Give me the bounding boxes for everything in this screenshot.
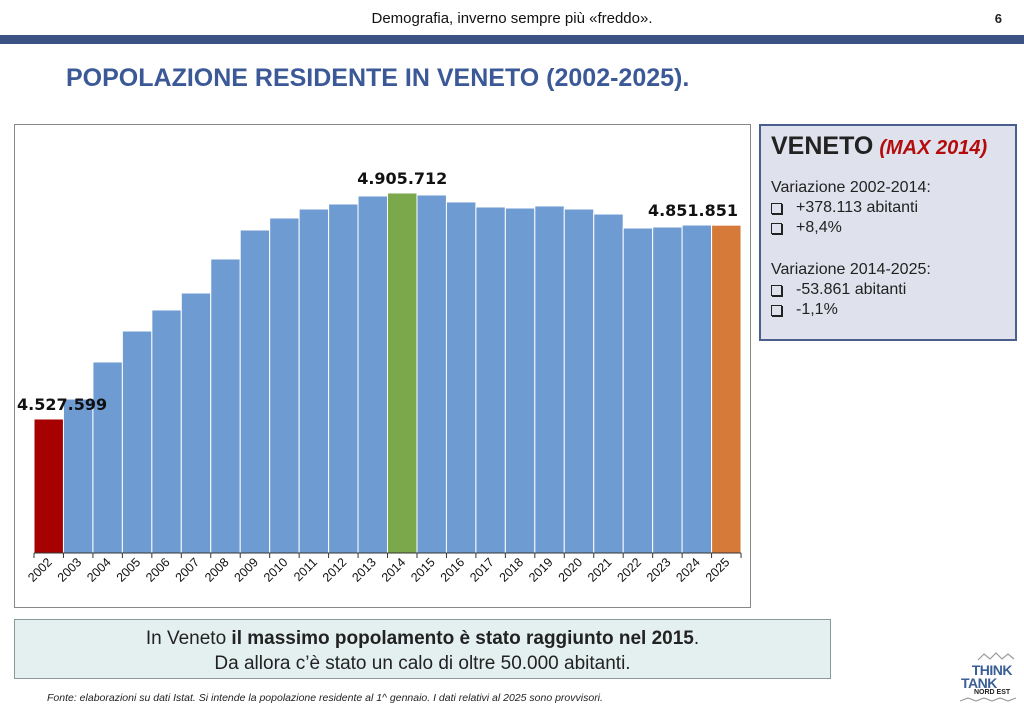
bar-2006 [151,309,182,554]
x-tick-label: 2006 [143,555,173,585]
population-bar-chart: 2002 2003 2004 2005 2006 2007 2008 2009 2010 2011… [17,169,742,585]
bar-2016 [445,201,477,554]
bar-2004 [92,361,123,554]
bar-2013 [357,195,389,554]
x-tick-label: 2010 [261,555,291,585]
period2-item: -1,1% [771,301,1005,319]
checkbox-bullet-icon [771,304,782,316]
conclusion-note: In Veneto il massimo popolamento è stato… [14,619,831,679]
bar-2007 [180,292,212,554]
think-tank-logo: THINK TANK NORD EST [956,650,1020,705]
bar-2022 [622,227,654,554]
x-tick-label: 2024 [673,555,703,585]
x-tick-label: 2011 [291,555,320,584]
bar-2015 [416,194,447,554]
x-tick-label: 2019 [526,555,556,585]
header-title: Demografia, inverno sempre più «freddo». [371,10,653,27]
data-label-2002: 4.527.599 [17,395,107,414]
x-tick-label: 2020 [556,555,586,585]
bar-2024 [681,224,713,554]
bar-2009 [239,229,271,554]
note-line1: In Veneto il massimo popolamento è stato… [145,628,700,649]
bar-2025 [711,224,742,554]
period1-item: +8,4% [771,219,1005,237]
x-tick-label: 2015 [408,555,438,585]
bar-2005 [121,330,153,554]
x-tick-label: 2022 [614,555,644,585]
bar-2023 [652,226,683,554]
x-tick-label: 2009 [232,555,262,585]
chart-frame: 2002 2003 2004 2005 2006 2007 2008 2009 2010 2011… [14,124,751,608]
bar-2020 [563,208,595,554]
max-label: (MAX 2014) [879,137,988,159]
region-name: VENETO [771,132,874,160]
x-tick-label: 2002 [25,555,55,585]
bar-2021 [593,213,624,554]
source-note: Fonte: elaborazioni su dati Istat. Si in… [47,692,603,704]
header-divider [0,35,1024,44]
x-tick-label: 2016 [438,555,468,585]
bar-2008 [210,258,241,554]
x-tick-label: 2007 [173,555,203,585]
note-line2: Da allora c’è stato un calo di oltre 50.… [214,653,631,674]
bar-2002 [33,418,64,554]
bar-2003 [62,398,94,554]
x-tick-label: 2005 [114,555,144,585]
period1-item: +378.113 abitanti [771,199,1005,217]
page-number: 6 [994,11,1002,26]
period1-label: Variazione 2002-2014: [771,179,931,196]
checkbox-bullet-icon [771,222,782,234]
bar-2012 [328,203,359,554]
x-tick-label: 2013 [349,555,379,585]
summary-box: VENETO (MAX 2014) Variazione 2002-2014: +… [759,124,1017,341]
data-label-2014: 4.905.712 [357,169,447,188]
logo-waves-icon [959,652,1017,702]
x-tick-label: 2004 [84,555,114,585]
bar-2011 [298,208,330,554]
bar-2019 [534,205,565,554]
x-tick-label: 2003 [55,555,85,585]
x-tick-label: 2025 [703,555,733,585]
slide-title: POPOLAZIONE RESIDENTE IN VENETO (2002-20… [66,64,690,92]
summary-heading: VENETO (MAX 2014) [771,132,1005,161]
bar-2017 [475,206,506,554]
x-tick-label: 2014 [379,555,409,585]
x-tick-label: 2012 [320,555,350,585]
x-tick-label: 2017 [467,555,497,585]
x-tick-label: 2008 [202,555,232,585]
x-tick-label: 2018 [497,555,527,585]
period2-item: -53.861 abitanti [771,281,1005,299]
x-tick-label: 2021 [585,555,615,585]
checkbox-bullet-icon [771,202,782,214]
x-tick-label: 2023 [644,555,674,585]
data-label-2025: 4.851.851 [648,201,738,220]
bar-2014 [387,192,418,554]
bar-2018 [504,207,536,554]
checkbox-bullet-icon [771,284,782,296]
bar-2010 [269,217,300,554]
period2-label: Variazione 2014-2025: [771,261,931,278]
